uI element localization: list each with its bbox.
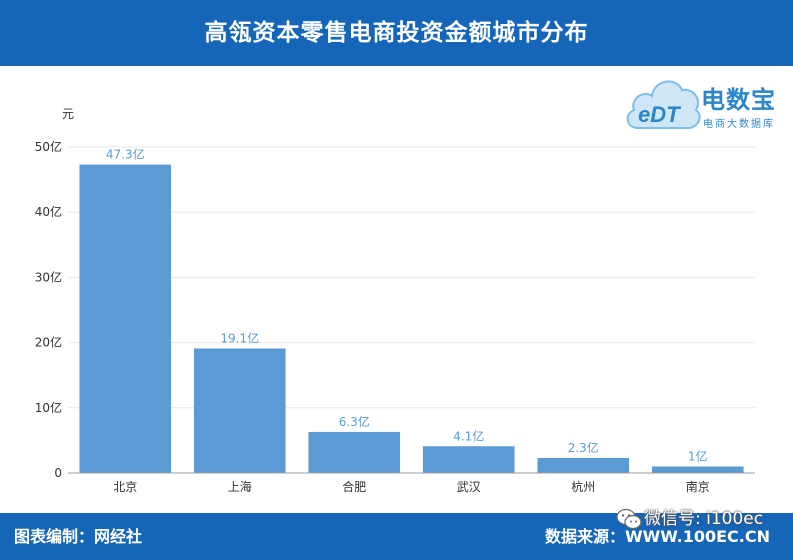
y-tick-label: 50亿 <box>35 139 62 154</box>
bar-4 <box>537 458 630 473</box>
bar-2 <box>308 431 401 473</box>
x-tick-label: 武汉 <box>457 480 481 494</box>
wechat-icon <box>616 508 642 530</box>
bar-chart: 元 0 10亿 20亿 30亿 40亿 50亿 47.3亿 19.1亿 6.3亿 4.1亿 2.3… <box>35 107 755 494</box>
x-tick-label: 南京 <box>686 479 710 494</box>
x-tick-label: 杭州 <box>571 479 595 494</box>
logo-mark-text: eDT <box>638 102 681 127</box>
y-tick-label: 10亿 <box>35 400 62 415</box>
page-title: 高瓴资本零售电商投资金额城市分布 <box>204 20 589 46</box>
y-tick-label: 0 <box>54 466 62 480</box>
bar-1 <box>193 348 286 473</box>
footer-source: 数据来源：WWW.100EC.CN <box>545 527 771 546</box>
bar-0 <box>79 164 172 473</box>
y-axis-label: 元 <box>62 107 74 121</box>
x-tick-label: 上海 <box>228 479 252 494</box>
bar-3 <box>422 446 515 473</box>
y-tick-label: 40亿 <box>35 204 62 219</box>
y-tick-label: 20亿 <box>35 335 62 350</box>
x-tick-label: 合肥 <box>342 479 366 494</box>
cloud-logo-icon: eDT <box>626 80 701 129</box>
bar-value-label: 1亿 <box>688 448 708 463</box>
edt-logo: eDT 电数宝 电商大数据库 <box>624 70 789 136</box>
x-tick-label: 北京 <box>113 480 137 494</box>
y-tick-label: 30亿 <box>35 269 62 284</box>
y-tick-labels: 0 10亿 20亿 30亿 40亿 50亿 <box>35 139 62 480</box>
bar-value-label: 2.3亿 <box>568 440 599 455</box>
bar-5 <box>651 466 744 473</box>
header-bar: 高瓴资本零售电商投资金额城市分布 <box>0 0 793 66</box>
logo-subtitle: 电商大数据库 <box>703 119 775 130</box>
bars <box>79 164 744 473</box>
bar-value-labels: 47.3亿 19.1亿 6.3亿 4.1亿 2.3亿 1亿 <box>106 147 708 464</box>
bar-value-label: 47.3亿 <box>106 147 145 162</box>
footer-credit: 图表编制：网经社 <box>14 527 143 546</box>
bar-value-label: 6.3亿 <box>339 414 370 429</box>
gridlines <box>68 146 755 409</box>
x-tick-labels: 北京 上海 合肥 武汉 杭州 南京 <box>113 479 710 494</box>
footer-bar: 图表编制：网经社 数据来源：WWW.100EC.CN <box>0 513 793 560</box>
bar-value-label: 19.1亿 <box>220 330 259 345</box>
wechat-id: 微信号: i100ec <box>644 509 764 529</box>
wechat-watermark: 微信号: i100ec <box>614 500 789 536</box>
logo-name: 电数宝 <box>701 86 776 114</box>
bar-value-label: 4.1亿 <box>453 428 484 443</box>
